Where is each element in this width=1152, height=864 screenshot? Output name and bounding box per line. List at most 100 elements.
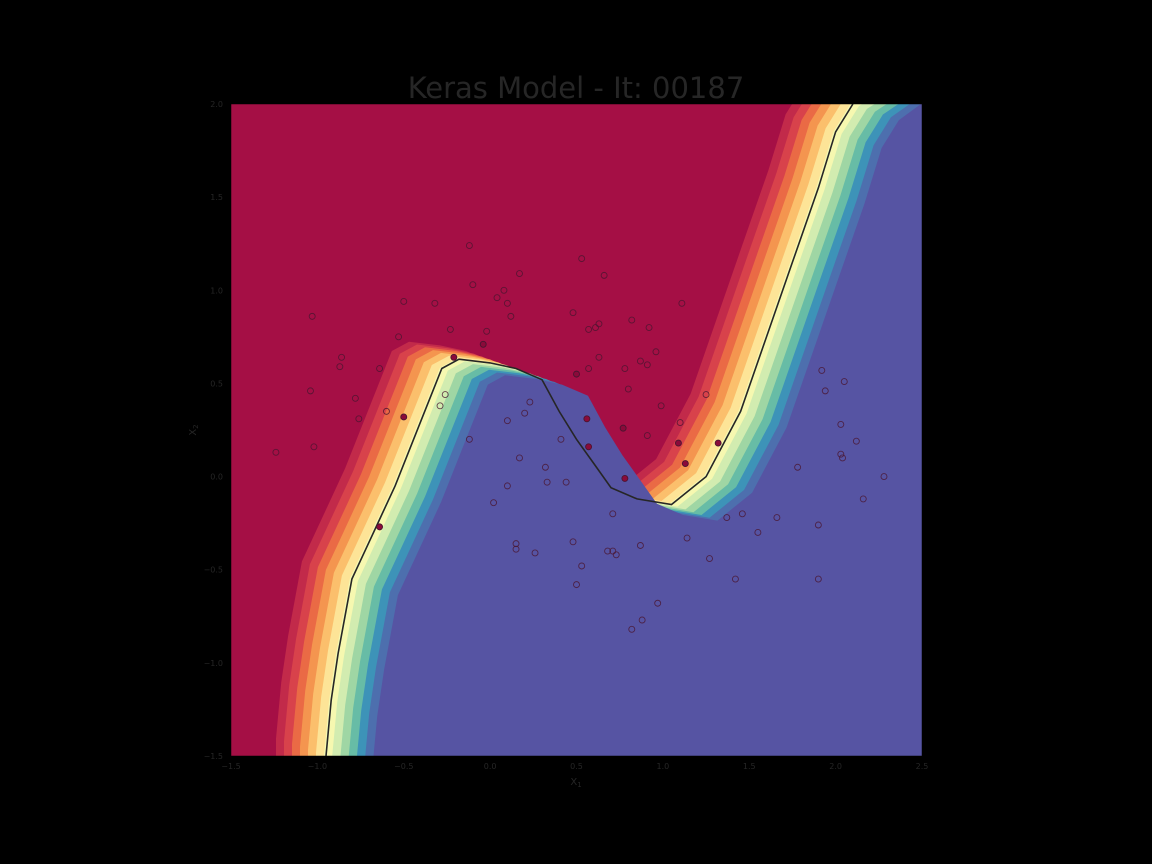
- data-point-open: [526, 398, 534, 406]
- data-point-open: [521, 409, 529, 417]
- data-point-open: [376, 365, 384, 372]
- data-point-open: [638, 616, 646, 624]
- data-point-filled: [583, 415, 591, 423]
- data-point-open: [595, 320, 603, 328]
- x-tick-label: −1.0: [308, 762, 327, 771]
- x-tick-label: 0.0: [484, 762, 497, 771]
- data-point-filled: [621, 474, 629, 482]
- data-point-open: [731, 575, 739, 583]
- x-tick-label: 1.0: [657, 762, 670, 771]
- data-point-open: [355, 415, 363, 423]
- data-point-open: [500, 286, 508, 294]
- data-point-open: [839, 454, 846, 462]
- data-point-open: [465, 242, 473, 250]
- y-axis-ticks: −1.5 −1.0 −0.5 0.0 0.5 1.0 1.5 2.0: [204, 100, 223, 761]
- x-tick-label: 2.5: [916, 762, 929, 771]
- data-point-open: [636, 542, 644, 549]
- data-point-open: [678, 299, 686, 307]
- data-point-open: [557, 435, 565, 443]
- data-point-open: [431, 299, 439, 307]
- data-point-open: [643, 432, 651, 440]
- data-point-open: [493, 294, 501, 302]
- data-point-open: [794, 463, 802, 471]
- y-tick-label: −1.0: [204, 659, 223, 668]
- data-point-open: [503, 482, 511, 490]
- data-point-open: [310, 443, 318, 451]
- x-tick-label: 1.5: [743, 762, 756, 771]
- data-point-open: [636, 357, 644, 365]
- data-point-open: [643, 361, 651, 369]
- data-point-open: [338, 353, 346, 361]
- data-point-open: [624, 385, 632, 393]
- x-axis-label: X1: [570, 777, 581, 789]
- data-point-open: [657, 402, 665, 410]
- data-point-open: [595, 353, 603, 361]
- data-point-open: [512, 545, 520, 553]
- data-point-open: [531, 549, 539, 557]
- data-point-open: [859, 495, 867, 503]
- data-point-open: [773, 514, 781, 522]
- y-tick-label: 2.0: [210, 100, 223, 109]
- data-point-open: [569, 538, 577, 546]
- decision-band-13: [373, 104, 922, 756]
- data-point-open: [628, 625, 636, 633]
- data-point-open: [676, 419, 684, 426]
- data-point-open: [592, 324, 599, 331]
- decision-boundary: [325, 104, 854, 756]
- data-point-open: [562, 478, 570, 486]
- x-tick-label: −1.5: [221, 762, 240, 771]
- y-tick-label: 0.0: [210, 473, 223, 482]
- data-point-filled: [376, 523, 384, 531]
- data-point-open: [821, 387, 829, 395]
- x-axis-ticks: −1.5 −1.0 −0.5 0.0 0.5 1.0 1.5 2.0 2.5: [221, 762, 928, 771]
- boundary-line: [325, 104, 854, 756]
- y-axis-label-sub: 2: [192, 424, 200, 428]
- y-axis-label: X2: [188, 424, 200, 435]
- data-point-open: [543, 478, 551, 486]
- data-point-open: [400, 298, 408, 305]
- data-point-open: [880, 473, 888, 481]
- data-point-open: [441, 391, 449, 399]
- x-tick-label: −0.5: [394, 762, 413, 771]
- data-point-open: [652, 348, 660, 356]
- data-point-open: [609, 510, 617, 518]
- data-point-open: [446, 325, 454, 333]
- data-point-open: [852, 437, 860, 445]
- data-point-open: [395, 333, 403, 341]
- data-point-open: [683, 534, 691, 542]
- data-point-filled: [681, 460, 689, 467]
- data-point-open: [612, 551, 620, 559]
- y-tick-label: −1.5: [204, 752, 223, 761]
- data-point-filled: [479, 340, 487, 348]
- data-point-open: [706, 555, 713, 562]
- x-tick-label: 0.5: [570, 762, 583, 771]
- chart-title: Keras Model - It: 00187: [408, 71, 745, 105]
- data-point-open: [738, 510, 746, 518]
- data-point-open: [308, 312, 316, 320]
- data-point-open: [272, 448, 280, 456]
- data-point-open: [578, 562, 586, 570]
- data-point-open: [754, 529, 762, 536]
- data-point-open: [490, 499, 498, 507]
- data-point-open: [621, 365, 629, 372]
- data-point-open: [569, 309, 577, 317]
- data-point-open: [723, 514, 731, 522]
- data-point-open: [585, 365, 593, 372]
- data-point-open: [645, 324, 653, 331]
- x-axis-label-sub: 1: [577, 781, 581, 789]
- data-point-filled: [573, 370, 580, 378]
- data-point-filled: [585, 443, 593, 451]
- data-point-open: [628, 316, 636, 324]
- data-point-filled: [714, 439, 722, 447]
- data-point-open: [503, 417, 511, 425]
- y-tick-label: −0.5: [204, 566, 223, 575]
- data-point-open: [837, 450, 845, 458]
- data-point-open: [541, 463, 549, 471]
- data-point-open: [507, 312, 515, 320]
- data-point-open: [483, 327, 491, 335]
- y-tick-label: 0.5: [210, 379, 223, 388]
- data-point-open: [351, 394, 359, 402]
- data-point-open: [516, 270, 523, 277]
- data-point-open: [702, 391, 710, 399]
